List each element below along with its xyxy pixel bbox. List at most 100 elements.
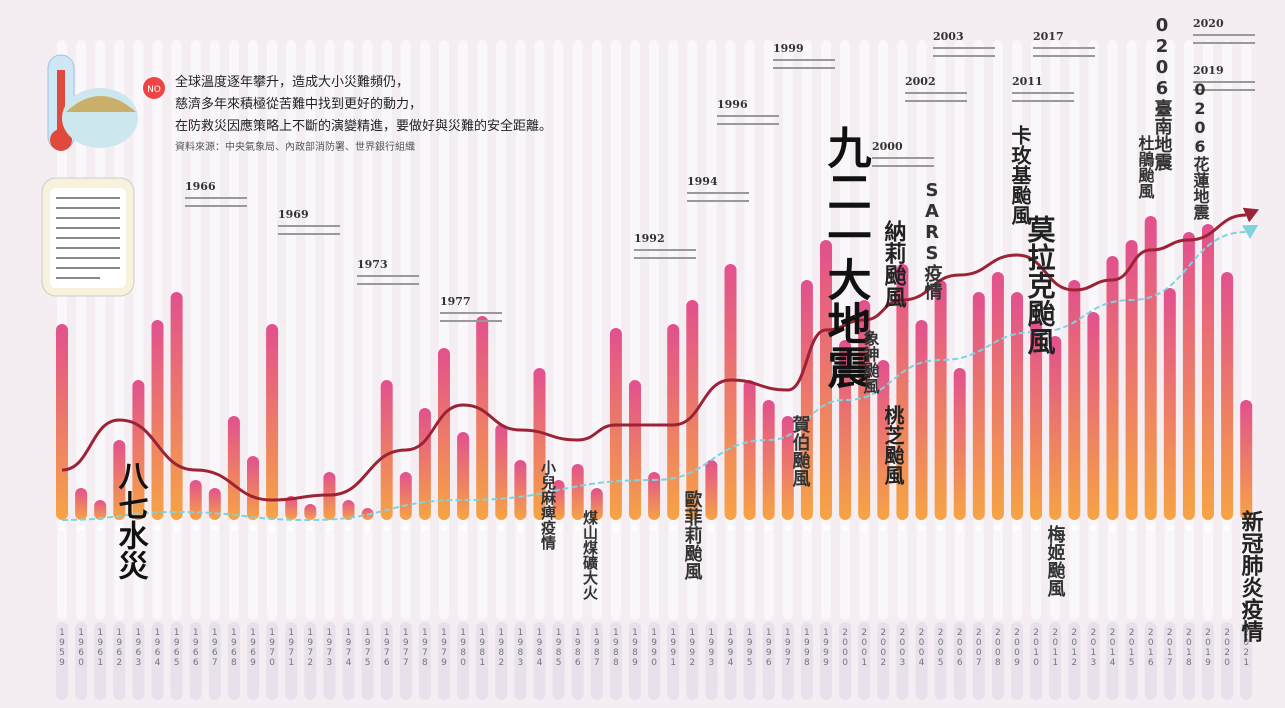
bar-dot bbox=[231, 525, 237, 531]
header-line: 在防救災因應策略上不斷的演變精進，要做好與災難的安全距離。 bbox=[175, 118, 552, 134]
bar-dot bbox=[250, 525, 256, 531]
background-capsule bbox=[764, 40, 774, 620]
year-label: 2016 bbox=[1146, 628, 1156, 668]
bar-dot bbox=[155, 525, 161, 531]
annotation-year: 1992 bbox=[634, 232, 665, 245]
year-label: 1972 bbox=[305, 628, 315, 668]
annotation-year: 1966 bbox=[185, 180, 216, 193]
bar bbox=[763, 400, 775, 520]
year-label: 1975 bbox=[363, 628, 373, 668]
bar-dot bbox=[269, 525, 275, 531]
year-label: 2009 bbox=[1012, 628, 1022, 668]
background-capsule bbox=[630, 40, 640, 620]
annotation-year: 1977 bbox=[440, 295, 471, 308]
annotation-year: 2003 bbox=[933, 30, 964, 43]
bar bbox=[1183, 232, 1195, 520]
bar-dot bbox=[479, 525, 485, 531]
event-label: 新冠肺炎疫情 bbox=[1238, 509, 1264, 642]
year-label: 1986 bbox=[573, 628, 583, 668]
event-label: 歐菲莉颱風 bbox=[682, 489, 703, 581]
year-label: 1987 bbox=[592, 628, 602, 668]
year-label: 1994 bbox=[726, 628, 736, 668]
source: 資料來源：中央氣象局、內政部消防署、世界銀行組織 bbox=[175, 140, 415, 153]
year-label: 1990 bbox=[649, 628, 659, 668]
bar-dot bbox=[785, 525, 791, 531]
year-label: 1966 bbox=[191, 628, 201, 668]
bar bbox=[744, 380, 756, 520]
bar bbox=[400, 472, 412, 520]
year-label: 1978 bbox=[420, 628, 430, 668]
event-label: 莫拉克颱風 bbox=[1024, 215, 1057, 356]
bar-dot bbox=[1090, 525, 1096, 531]
bar bbox=[94, 500, 106, 520]
bar bbox=[667, 324, 679, 520]
year-label: 1969 bbox=[248, 628, 258, 668]
year-label: 1989 bbox=[630, 628, 640, 668]
year-label: 2008 bbox=[993, 628, 1003, 668]
bar-dot bbox=[880, 525, 886, 531]
bar bbox=[935, 280, 947, 520]
bar-dot bbox=[708, 525, 714, 531]
bar bbox=[190, 480, 202, 520]
bar bbox=[75, 488, 87, 520]
bar bbox=[457, 432, 469, 520]
bar-dot bbox=[193, 525, 199, 531]
bar-dot bbox=[938, 525, 944, 531]
year-label: 2020 bbox=[1222, 628, 1232, 668]
svg-text:NO: NO bbox=[147, 85, 161, 95]
annotation-year: 1996 bbox=[717, 98, 748, 111]
bar-dot bbox=[59, 525, 65, 531]
year-label: 2014 bbox=[1108, 628, 1118, 668]
bar-dot bbox=[728, 525, 734, 531]
background-capsule bbox=[706, 40, 716, 620]
bar bbox=[56, 324, 68, 520]
annotation-year: 1999 bbox=[773, 42, 804, 55]
header-line: 全球溫度逐年攀升，造成大小災難頻仍， bbox=[175, 74, 409, 90]
bar bbox=[992, 272, 1004, 520]
bar bbox=[247, 456, 259, 520]
bar-dot bbox=[804, 525, 810, 531]
event-label: 桃芝颱風 bbox=[881, 405, 905, 486]
event-label: 梅姬颱風 bbox=[1045, 524, 1066, 598]
bar-dot bbox=[517, 525, 523, 531]
year-label: 1976 bbox=[382, 628, 392, 668]
year-label: 1979 bbox=[439, 628, 449, 668]
year-label: 1985 bbox=[554, 628, 564, 668]
bar-dot bbox=[326, 525, 332, 531]
year-label: 2007 bbox=[974, 628, 984, 668]
year-label: 1959 bbox=[57, 628, 67, 668]
bar bbox=[1126, 240, 1138, 520]
bar bbox=[973, 292, 985, 520]
background-capsule bbox=[783, 40, 793, 620]
event-label: 小兒麻痺疫情 bbox=[539, 460, 557, 551]
year-label: 1991 bbox=[668, 628, 678, 668]
annotation-year: 2011 bbox=[1012, 75, 1043, 88]
bar-dot bbox=[1110, 525, 1116, 531]
year-label: 2002 bbox=[878, 628, 888, 668]
annotation-year: 2017 bbox=[1033, 30, 1064, 43]
bar-dot bbox=[899, 525, 905, 531]
event-label: 納莉颱風 bbox=[881, 219, 907, 309]
bar-dot bbox=[1033, 525, 1039, 531]
year-label: 1981 bbox=[477, 628, 487, 668]
bar-dot bbox=[1014, 525, 1020, 531]
bar bbox=[1145, 216, 1157, 520]
bar bbox=[1011, 292, 1023, 520]
event-label: 0206花蓮地震 bbox=[1191, 80, 1211, 221]
year-label: 1983 bbox=[515, 628, 525, 668]
year-label: 2018 bbox=[1184, 628, 1194, 668]
bar-dot bbox=[1129, 525, 1135, 531]
year-label: 2015 bbox=[1127, 628, 1137, 668]
bar bbox=[705, 460, 717, 520]
year-label: 2000 bbox=[840, 628, 850, 668]
year-label: 2011 bbox=[1050, 628, 1060, 668]
year-label: 2017 bbox=[1165, 628, 1175, 668]
bar-dot bbox=[1167, 525, 1173, 531]
bar bbox=[209, 488, 221, 520]
annotation-year: 2002 bbox=[905, 75, 936, 88]
year-label: 1992 bbox=[687, 628, 697, 668]
year-label: 2013 bbox=[1088, 628, 1098, 668]
note-box bbox=[42, 178, 134, 296]
year-label: 2012 bbox=[1069, 628, 1079, 668]
bar-dot bbox=[97, 525, 103, 531]
